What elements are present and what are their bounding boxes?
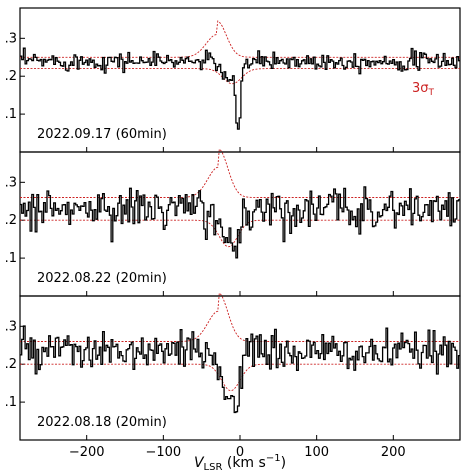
y-tick-label: .1: [5, 251, 17, 266]
spectrum-line: [20, 325, 460, 414]
y-tick-label: .2: [5, 357, 17, 372]
x-tick-label: 100: [304, 445, 329, 460]
y-tick-label: .3: [5, 31, 17, 46]
threshold-lower-line: [20, 363, 460, 392]
spectrum-line: [20, 47, 460, 130]
panels-group: .1 .2 .3 2022.09.17 (60min) .1 .2 .3 2022.08.22…: [5, 7, 461, 441]
threshold-upper-line: [20, 292, 460, 342]
panel-date-label: 2022.09.17 (60min): [37, 127, 167, 142]
x-tick-label: 0: [236, 445, 244, 460]
x-axis-label: VLSR (km s−1): [194, 453, 286, 473]
y-tick-label: .3: [5, 175, 17, 190]
panel-date-label: 2022.08.18 (20min): [37, 415, 167, 430]
threshold-upper-line: [20, 20, 460, 58]
y-tick-label: .1: [5, 107, 17, 122]
x-tick-label: 200: [381, 445, 406, 460]
threshold-label: 3σT: [412, 81, 435, 98]
panel-date-label: 2022.08.22 (20min): [37, 271, 167, 286]
y-tick-label: .2: [5, 213, 17, 228]
threshold-lower-line: [20, 68, 460, 85]
x-tick-label: −200: [69, 445, 105, 460]
y-tick-label: .3: [5, 319, 17, 334]
panel-3: .1 .2 .3 2022.08.18 (20min): [5, 292, 461, 441]
panel-2: .1 .2 .3 2022.08.22 (20min): [5, 148, 461, 297]
y-tick-label: .2: [5, 69, 17, 84]
spectrum-line: [20, 186, 460, 259]
x-axis: −200 −100 0 100 200: [69, 445, 406, 460]
threshold-upper-line: [20, 148, 460, 198]
panel-1: .1 .2 .3 2022.09.17 (60min): [5, 7, 461, 153]
x-tick-label: −100: [145, 445, 181, 460]
y-tick-label: .1: [5, 395, 17, 410]
threshold-lower-line: [20, 219, 460, 248]
